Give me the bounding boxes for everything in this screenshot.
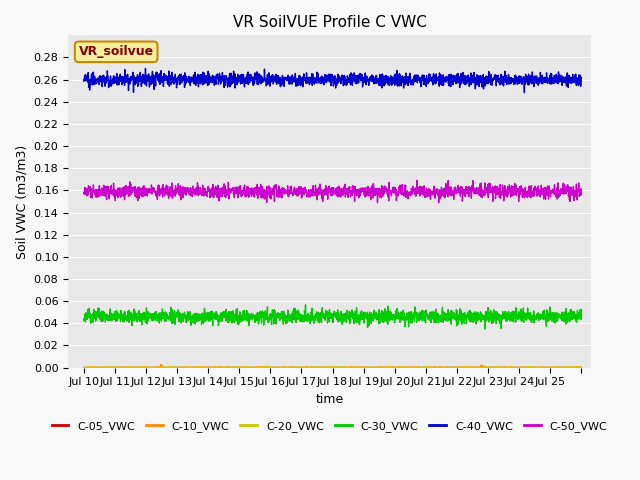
C-10_VWC (563, 365, 571, 371)
C-50_VWC (80, 191, 88, 197)
C-30_VWC (564, 312, 572, 318)
C-05_VWC (105, 365, 113, 371)
C-30_VWC (322, 310, 330, 316)
C-20_VWC (105, 364, 113, 370)
C-05_VWC (563, 365, 571, 371)
C-10_VWC (309, 365, 317, 371)
C-05_VWC (472, 365, 479, 371)
Line: C-30_VWC: C-30_VWC (84, 305, 581, 329)
C-20_VWC (563, 364, 571, 370)
C-50_VWC (563, 186, 571, 192)
C-10_VWC (322, 364, 330, 370)
Text: VR_soilvue: VR_soilvue (79, 45, 154, 58)
C-40_VWC (80, 77, 88, 83)
C-05_VWC (563, 365, 570, 371)
C-10_VWC (472, 365, 479, 371)
C-20_VWC (80, 365, 88, 371)
C-30_VWC (563, 319, 571, 324)
C-40_VWC (322, 72, 330, 78)
C-50_VWC (308, 190, 316, 195)
Y-axis label: Soil VWC (m3/m3): Soil VWC (m3/m3) (15, 144, 28, 259)
C-30_VWC (301, 302, 309, 308)
C-30_VWC (472, 318, 479, 324)
C-40_VWC (563, 70, 571, 76)
C-50_VWC (472, 191, 480, 196)
C-10_VWC (157, 362, 165, 368)
C-50_VWC (374, 200, 381, 205)
C-50_VWC (564, 187, 572, 193)
C-40_VWC (105, 78, 113, 84)
C-40_VWC (472, 80, 479, 85)
C-30_VWC (80, 317, 88, 323)
Line: C-50_VWC: C-50_VWC (84, 180, 581, 203)
Title: VR SoilVUE Profile C VWC: VR SoilVUE Profile C VWC (232, 15, 426, 30)
Line: C-10_VWC: C-10_VWC (84, 365, 581, 368)
C-20_VWC (472, 365, 479, 371)
C-20_VWC (308, 364, 316, 370)
C-40_VWC (520, 90, 528, 96)
C-40_VWC (577, 74, 585, 80)
C-50_VWC (105, 196, 113, 202)
C-05_VWC (308, 365, 316, 371)
C-30_VWC (481, 326, 489, 332)
C-30_VWC (577, 307, 585, 312)
C-20_VWC (563, 365, 571, 371)
C-10_VWC (105, 365, 113, 371)
C-05_VWC (80, 365, 88, 371)
C-40_VWC (141, 66, 149, 72)
C-10_VWC (80, 365, 88, 371)
C-40_VWC (564, 71, 572, 76)
C-50_VWC (413, 178, 420, 183)
C-50_VWC (577, 192, 585, 198)
Line: C-20_VWC: C-20_VWC (84, 366, 581, 368)
C-10_VWC (577, 365, 585, 371)
C-30_VWC (105, 318, 113, 324)
C-20_VWC (322, 365, 330, 371)
X-axis label: time: time (316, 393, 344, 406)
C-20_VWC (481, 363, 489, 369)
C-50_VWC (322, 182, 330, 188)
C-05_VWC (322, 365, 330, 371)
C-30_VWC (309, 313, 317, 319)
C-40_VWC (309, 71, 317, 77)
C-20_VWC (577, 365, 585, 371)
Line: C-40_VWC: C-40_VWC (84, 69, 581, 93)
C-05_VWC (577, 365, 585, 371)
C-10_VWC (563, 364, 571, 370)
Legend: C-05_VWC, C-10_VWC, C-20_VWC, C-30_VWC, C-40_VWC, C-50_VWC: C-05_VWC, C-10_VWC, C-20_VWC, C-30_VWC, … (47, 416, 612, 436)
